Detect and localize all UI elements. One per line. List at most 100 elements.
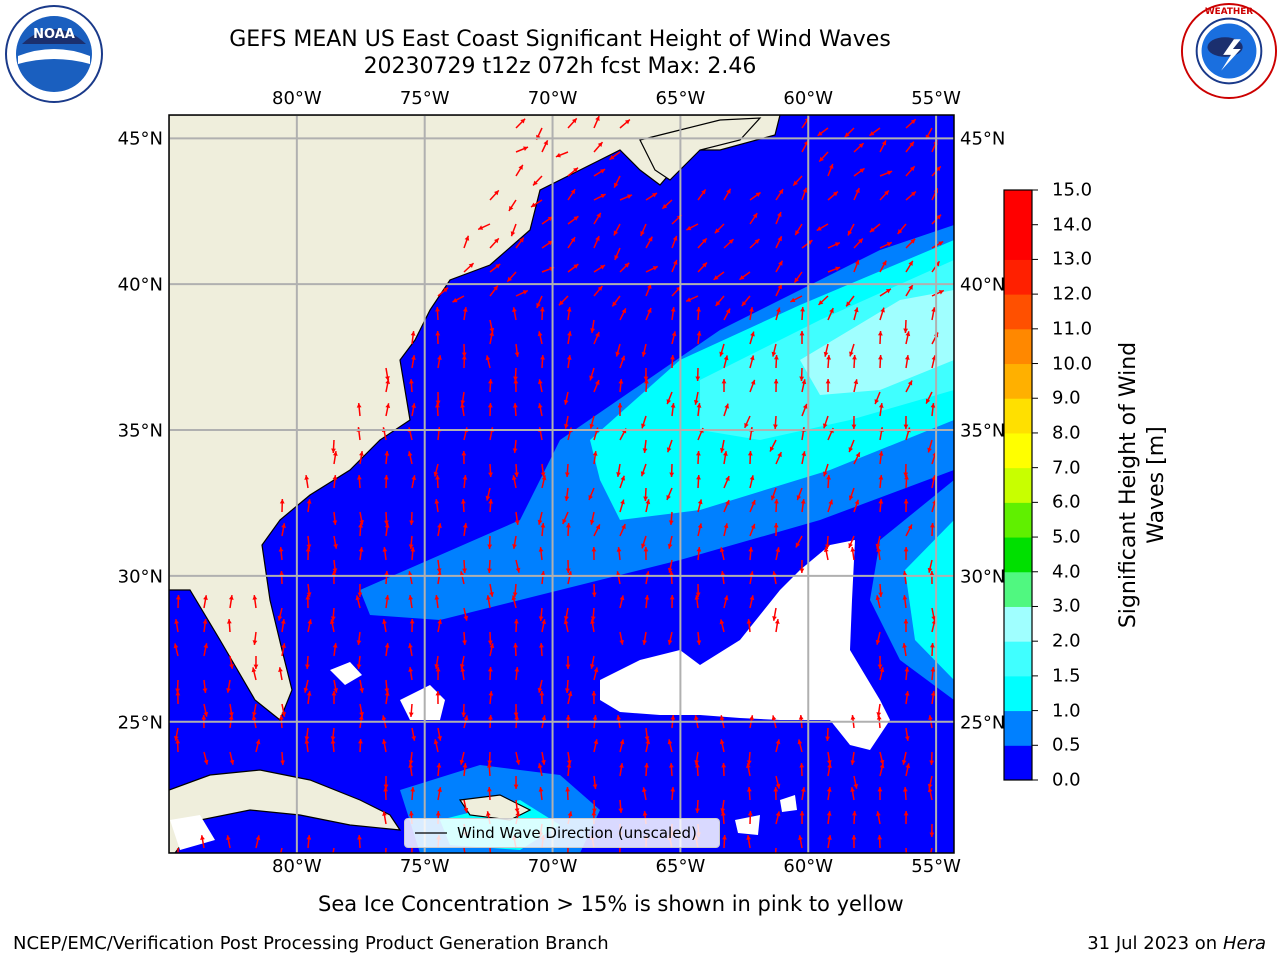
wave-direction-arrowhead	[938, 241, 944, 246]
wave-direction-arrowhead	[487, 667, 493, 672]
wave-direction-arrowhead	[750, 331, 755, 337]
wave-direction-arrowhead	[357, 835, 362, 840]
wave-direction-arrowhead	[617, 857, 622, 861]
wave-direction-arrowhead	[435, 331, 441, 336]
wave-direction-arrowhead	[589, 423, 595, 429]
wave-direction-arrowhead	[749, 595, 755, 601]
wave-direction-arrowhead	[462, 640, 467, 645]
wave-direction-arrowhead	[903, 547, 909, 552]
wave-direction-arrowhead	[701, 238, 707, 244]
wave-direction-arrowhead	[408, 811, 414, 816]
wave-direction-arrowhead	[897, 229, 903, 234]
wave-direction-arrowhead	[565, 568, 571, 573]
wave-direction-arrowhead	[200, 835, 205, 840]
wave-direction-arrowhead	[800, 499, 806, 504]
wave-direction-arrowhead	[464, 235, 470, 241]
wave-direction-arrowhead	[696, 451, 701, 456]
wave-direction-arrowhead	[461, 712, 467, 717]
wave-direction-arrowhead	[478, 225, 484, 230]
wave-direction-arrowhead	[670, 403, 676, 408]
wave-direction-arrowhead	[696, 475, 701, 480]
wave-direction-arrowhead	[905, 331, 911, 337]
wave-direction-arrowhead	[874, 399, 880, 405]
wave-direction-arrowhead	[876, 715, 882, 720]
wave-direction-arrowhead	[749, 355, 755, 361]
wave-direction-arrowhead	[411, 403, 416, 408]
wave-direction-arrowhead	[669, 763, 674, 768]
wave-direction-arrowhead	[642, 640, 647, 645]
wave-direction-arrowhead	[494, 238, 499, 244]
wave-direction-arrowhead	[384, 595, 390, 600]
wave-direction-arrowhead	[435, 811, 441, 816]
wave-direction-arrowhead	[850, 715, 856, 720]
wave-direction-arrowhead	[640, 230, 645, 236]
wave-direction-arrowhead	[592, 715, 598, 720]
wave-direction-arrowhead	[823, 351, 829, 357]
wave-direction-arrowhead	[280, 760, 285, 765]
wave-direction-arrowhead	[903, 499, 909, 504]
wave-direction-arrowhead	[816, 226, 822, 231]
wave-direction-arrowhead	[930, 403, 936, 408]
wave-direction-arrowhead	[719, 739, 725, 745]
wave-direction-arrowhead	[540, 571, 546, 576]
wave-direction-arrowhead	[330, 736, 336, 741]
wave-direction-arrowhead	[826, 760, 832, 765]
wave-direction-arrowhead	[802, 403, 808, 409]
wave-direction-arrowhead	[878, 403, 884, 408]
wave-direction-arrowhead	[822, 423, 828, 429]
wave-direction-arrowhead	[799, 568, 805, 573]
wave-direction-arrowhead	[620, 499, 625, 505]
wave-direction-arrowhead	[487, 403, 493, 408]
wave-direction-arrowhead	[563, 399, 569, 405]
colorbar-label-line1: Significant Height of Wind	[1116, 341, 1141, 629]
wave-direction-arrowhead	[433, 471, 439, 477]
wave-direction-arrowhead	[461, 451, 467, 456]
colorbar-segment	[1004, 502, 1032, 538]
wave-direction-arrow	[929, 847, 933, 853]
wave-direction-arrowhead	[571, 118, 577, 124]
wave-direction-arrowhead	[848, 447, 854, 453]
wave-direction-arrowhead	[452, 297, 458, 303]
wave-direction-arrowhead	[436, 763, 442, 768]
wave-direction-arrowhead	[255, 739, 261, 745]
wave-direction-arrowhead	[407, 571, 413, 577]
colorbar-segment	[1004, 537, 1032, 573]
wave-direction-arrowhead	[507, 276, 513, 282]
wave-direction-arrowhead	[801, 379, 807, 385]
lat-tick-label-right: 30°N	[960, 566, 1006, 588]
wave-direction-arrowhead	[567, 331, 572, 336]
wave-direction-arrowhead	[876, 811, 881, 817]
wave-direction-arrowhead	[566, 307, 572, 312]
wave-direction-arrowhead	[255, 835, 261, 841]
wave-direction-arrowhead	[488, 379, 493, 384]
wave-direction-arrowhead	[461, 355, 467, 360]
wave-direction-arrowhead	[304, 736, 310, 741]
wave-direction-arrowhead	[754, 239, 760, 244]
wave-direction-arrowhead	[904, 736, 910, 741]
wave-direction-arrowhead	[460, 499, 466, 504]
wave-direction-arrowhead	[358, 715, 364, 720]
colorbar-segment	[1004, 745, 1032, 781]
wave-direction-arrowhead	[383, 856, 388, 861]
wave-direction-arrowhead	[902, 643, 907, 648]
wave-direction-arrowhead	[281, 523, 286, 528]
wave-direction-arrowhead	[487, 760, 493, 765]
wave-direction-arrowhead	[488, 856, 493, 861]
wave-band-1.0-se	[905, 520, 954, 680]
wave-direction-arrowhead	[355, 595, 361, 601]
wave-direction-arrowhead	[591, 547, 597, 552]
wave-direction-arrowhead	[540, 355, 545, 360]
wave-direction-arrowhead	[696, 307, 701, 312]
wave-direction-arrowhead	[539, 691, 545, 696]
wave-direction-arrowhead	[884, 190, 889, 196]
lat-tick-label-left: 30°N	[117, 566, 163, 588]
wave-direction-arrowhead	[385, 379, 391, 385]
wave-direction-arrowhead	[434, 595, 440, 600]
wave-direction-arrowhead	[930, 667, 936, 672]
wave-direction-arrowhead	[701, 189, 706, 195]
nodata-patch-2	[780, 795, 797, 812]
wave-direction-arrowhead	[800, 307, 805, 312]
colorbar-segment	[1004, 398, 1032, 434]
wave-direction-arrowhead	[626, 194, 632, 199]
wave-direction-arrowhead	[644, 379, 649, 384]
